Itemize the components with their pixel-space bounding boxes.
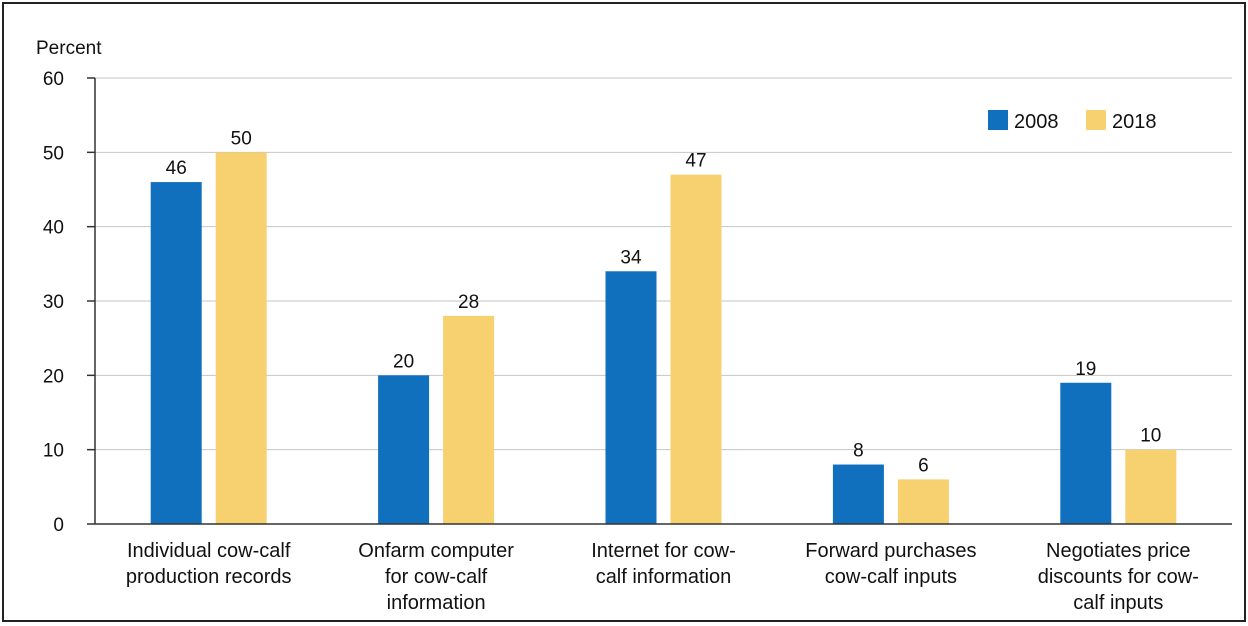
data-label: 6: [918, 455, 929, 476]
value-labels: 46 50 20 28 34 47 8 6 19 10: [166, 128, 1162, 476]
y-tick-label: 0: [53, 515, 64, 536]
category-label: information: [387, 592, 486, 614]
data-label: 19: [1075, 359, 1096, 380]
bar-2018: [897, 479, 949, 524]
bar-2008: [150, 182, 202, 525]
category-label: discounts for cow-: [1038, 566, 1199, 588]
legend-swatch-2018: [1086, 110, 1106, 130]
legend-swatch-2008: [988, 110, 1008, 130]
data-label: 28: [458, 292, 479, 313]
data-label: 34: [620, 247, 642, 268]
legend-label: 2018: [1112, 111, 1157, 133]
axes: [94, 78, 1232, 525]
data-label: 46: [166, 158, 187, 179]
y-tick-label: 50: [43, 143, 64, 164]
category-label: cow-calf inputs: [825, 566, 957, 588]
data-label: 20: [393, 351, 414, 372]
y-tick-label: 10: [43, 441, 64, 462]
category-label: Internet for cow-: [591, 540, 736, 562]
bar-2008: [1060, 382, 1112, 524]
data-label: 47: [685, 151, 706, 172]
legend: 2008 2018: [988, 110, 1157, 133]
y-axis-ticks: 0 10 20 30 40 50 60: [43, 69, 95, 536]
bars: [150, 152, 1177, 525]
category-label: Negotiates price: [1046, 540, 1191, 562]
category-label: calf information: [596, 566, 732, 588]
y-tick-label: 30: [43, 292, 64, 313]
category-label: Onfarm computer: [358, 540, 514, 562]
category-label: production records: [126, 566, 292, 588]
data-label: 8: [853, 441, 864, 462]
category-label: calf inputs: [1073, 592, 1163, 614]
y-tick-label: 40: [43, 218, 64, 239]
gridlines: [95, 77, 1232, 451]
data-label: 50: [231, 128, 252, 149]
bar-2008: [832, 464, 884, 524]
bar-2018: [670, 174, 722, 524]
category-label: Forward purchases: [805, 540, 976, 562]
legend-label: 2008: [1014, 111, 1059, 133]
bar-2018: [443, 315, 495, 524]
y-tick-label: 60: [43, 69, 64, 90]
y-axis-label: Percent: [36, 38, 102, 59]
category-label: for cow-calf: [385, 566, 488, 588]
bar-chart: Percent 0 10 20 30 40 50 60 46 50 20 28 34 47 8 6 19 10…: [36, 38, 1232, 614]
bar-2008: [378, 375, 430, 524]
bar-2008: [605, 271, 657, 524]
x-axis-labels: Individual cow-calf production records Onf…: [126, 540, 1199, 614]
category-label: Individual cow-calf: [127, 540, 291, 562]
bar-2018: [215, 152, 267, 525]
y-tick-label: 20: [43, 366, 64, 387]
data-label: 10: [1140, 426, 1161, 447]
bar-2018: [1125, 449, 1177, 524]
